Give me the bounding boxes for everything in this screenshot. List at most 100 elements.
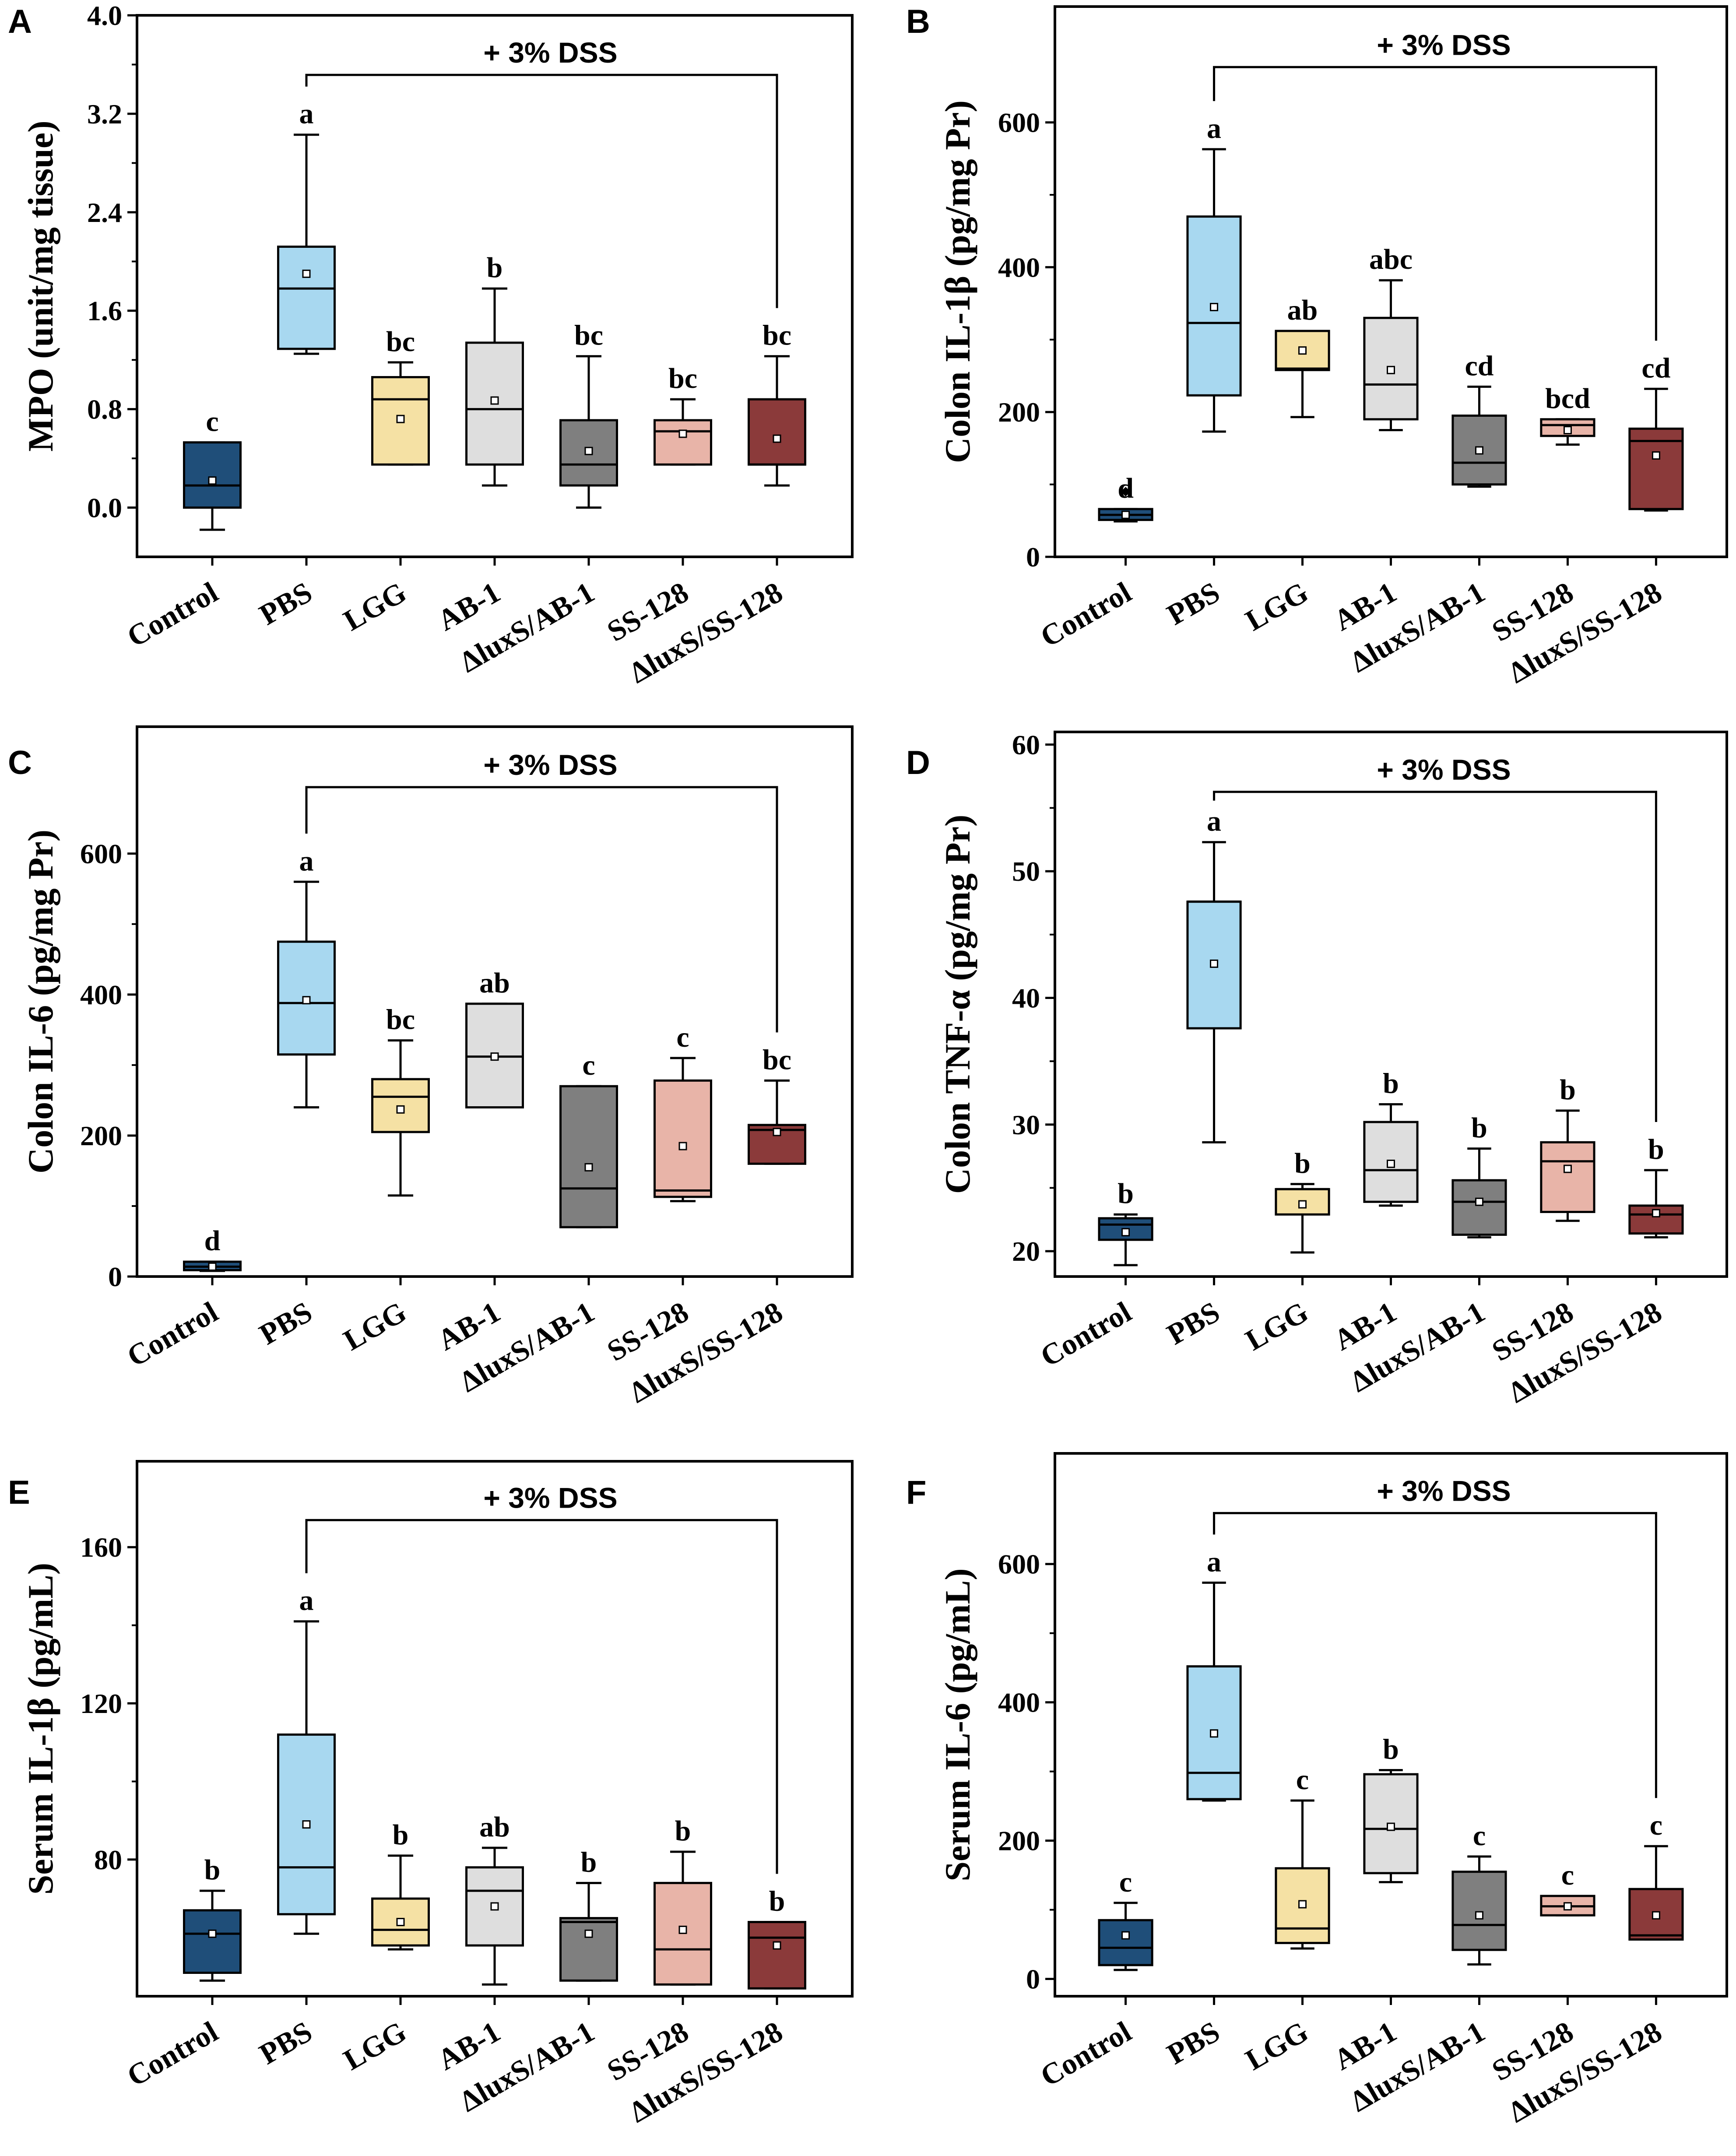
y-tick-label: 30 [1012,1109,1040,1140]
panel-letter: F [906,1474,926,1511]
y-tick-label: 40 [1012,983,1040,1014]
panel-b: B Colon IL-1β (pg/mg Pr) 0 200 400 600 d a ab abc… [906,3,1728,689]
y-axis-label: Serum IL-6 (pg/mL) [938,1568,977,1881]
box-1: a [1186,805,1242,1143]
significance-label: d [204,1225,221,1257]
box-5: c [654,1021,712,1203]
panel-letter: A [8,3,32,40]
panel-letter: C [8,744,32,781]
mean-marker [1563,1902,1572,1911]
y-axis-label: Colon TNF-α (pg/mg Pr) [938,815,977,1194]
iqr-box [748,1124,806,1165]
x-category-label: PBS [253,2015,317,2071]
x-category-label: Control [1035,1295,1137,1373]
box-5: b [1540,1074,1595,1222]
significance-label: b [487,252,503,284]
box-0: b [183,1854,242,1982]
dss-bracket [1213,66,1657,341]
significance-label: cd [1465,350,1494,382]
mean-marker [208,476,217,485]
y-tick-label: 0 [1026,1964,1040,1995]
significance-label: b [1471,1112,1487,1144]
mean-marker [396,1105,405,1114]
significance-label: a [299,1585,314,1617]
y-tick-label: 0.8 [87,394,122,425]
box-4: b [559,1846,618,1982]
box-4: bc [559,320,618,509]
significance-label: c [676,1021,689,1053]
mean-marker [678,1925,687,1934]
y-axis-label: Colon IL-1β (pg/mg Pr) [938,100,977,463]
y-tick-label: 0 [1026,542,1040,573]
mean-marker [1210,302,1219,311]
box-1: a [1186,113,1242,433]
box-0: c [183,406,242,531]
dss-bracket [1213,1512,1657,1798]
iqr-box [277,246,336,350]
dss-bracket [305,1519,778,1874]
mean-marker [1121,1931,1130,1940]
mean-marker [1210,959,1219,968]
iqr-box [559,1085,618,1228]
box-0: b [1098,1178,1153,1266]
box-0: d [183,1225,242,1272]
significance-label: a [1207,805,1221,837]
box-2: ab [1275,294,1330,419]
iqr-box [183,441,242,509]
mean-marker [1652,451,1660,460]
dss-label: + 3% DSS [483,36,617,69]
significance-label: bc [763,320,791,352]
mean-marker [1121,510,1130,519]
mean-marker [1563,426,1572,435]
mean-marker [1475,1911,1483,1920]
x-category-label: PBS [1161,2015,1225,2071]
x-category-label: LGG [338,2015,412,2076]
mean-marker [1298,346,1307,355]
y-tick-label: 200 [80,1120,122,1151]
significance-label: a [299,98,314,130]
box-3: b [1363,1733,1419,1883]
box-3: ab [465,1811,524,1986]
box-2: bc [371,326,430,466]
box-4: b [1451,1112,1507,1238]
box-6: b [748,1885,806,1990]
significance-label: c [1119,1866,1132,1898]
y-axis-label: Colon IL-6 (pg/mg Pr) [21,830,60,1174]
mean-marker [773,434,781,443]
significance-label: b [1294,1147,1311,1179]
box-4: c [559,1049,618,1228]
mean-marker [396,1918,405,1927]
box-3: abc [1363,243,1419,432]
significance-label: b [769,1885,785,1917]
mean-marker [302,1820,311,1829]
iqr-box [1098,1919,1153,1966]
dss-bracket [305,786,778,1033]
significance-label: bcd [1545,383,1590,415]
box-2: bc [371,1004,430,1197]
box-6: bc [748,320,806,487]
y-tick-label: 400 [80,979,122,1010]
y-tick-label: 200 [998,397,1040,428]
box-0: c [1098,1866,1153,1971]
box-4: c [1451,1820,1507,1966]
y-tick-label: 1.6 [87,295,122,327]
box-5: bc [654,362,712,466]
mean-marker [1210,1729,1219,1738]
significance-label: c [1296,1764,1309,1796]
iqr-box [654,1079,712,1198]
box-1: a [277,98,336,355]
iqr-box [1540,418,1595,437]
iqr-box [654,419,712,466]
box-6: bc [748,1044,806,1165]
mean-marker [1563,1164,1572,1173]
y-tick-label: 400 [998,252,1040,283]
y-tick-label: 4.0 [87,0,122,31]
significance-label: b [204,1854,221,1886]
x-category-label: Control [121,2015,223,2093]
y-tick-label: 0 [108,1261,122,1292]
mean-marker [1652,1911,1660,1920]
significance-label: abc [1369,243,1413,275]
